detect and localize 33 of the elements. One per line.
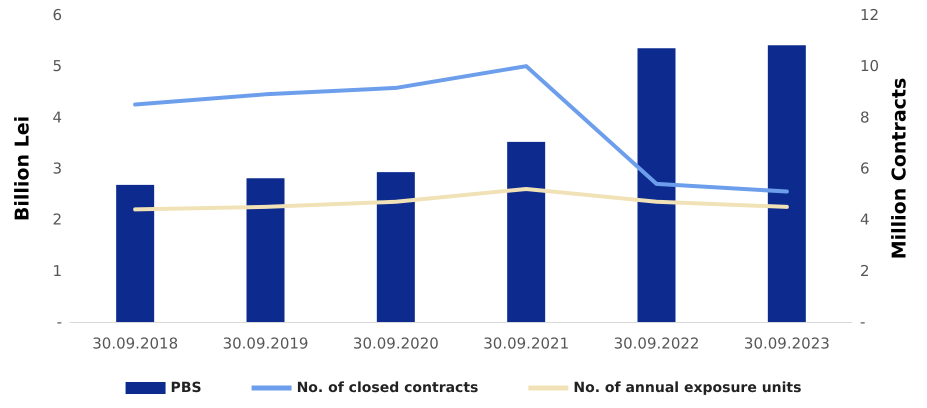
bar <box>507 142 546 322</box>
y-tick-label: 2 <box>52 210 62 229</box>
legend-label: No. of annual exposure units <box>573 380 802 396</box>
y2-tick-label: 6 <box>860 160 870 178</box>
y2-tick-label: 10 <box>860 57 880 76</box>
bar <box>768 45 806 322</box>
x-tick-label: 30.09.2018 <box>92 334 178 352</box>
y-tick-label: 6 <box>52 6 62 24</box>
y2-tick-label: 4 <box>860 210 870 229</box>
y-tick-label: 1 <box>52 262 62 280</box>
y-tick-label: 5 <box>52 57 62 76</box>
legend-label: No. of closed contracts <box>296 380 478 396</box>
y-axis-title: Billion Lei <box>12 116 34 222</box>
bar <box>638 48 676 322</box>
x-tick-label: 30.09.2022 <box>614 334 700 352</box>
bar <box>116 184 154 322</box>
bar <box>376 172 415 322</box>
y-tick-label: 3 <box>52 160 62 178</box>
y-tick-label: - <box>56 313 62 331</box>
legend-label: PBS <box>170 380 202 396</box>
y2-tick-label: - <box>860 313 866 331</box>
y2-tick-label: 8 <box>860 108 870 126</box>
y-tick-label: 4 <box>52 108 62 126</box>
x-tick-label: 30.09.2019 <box>222 334 308 352</box>
y2-axis-title: Million Contracts <box>888 78 910 260</box>
line-series <box>133 64 789 194</box>
x-tick-label: 30.09.2023 <box>744 334 830 352</box>
x-tick-label: 30.09.2021 <box>483 334 570 352</box>
line-series <box>133 186 789 212</box>
bar <box>246 178 284 322</box>
x-tick-label: 30.09.2020 <box>352 334 439 352</box>
y2-tick-label: 2 <box>860 262 870 280</box>
y2-tick-label: 12 <box>860 6 880 24</box>
